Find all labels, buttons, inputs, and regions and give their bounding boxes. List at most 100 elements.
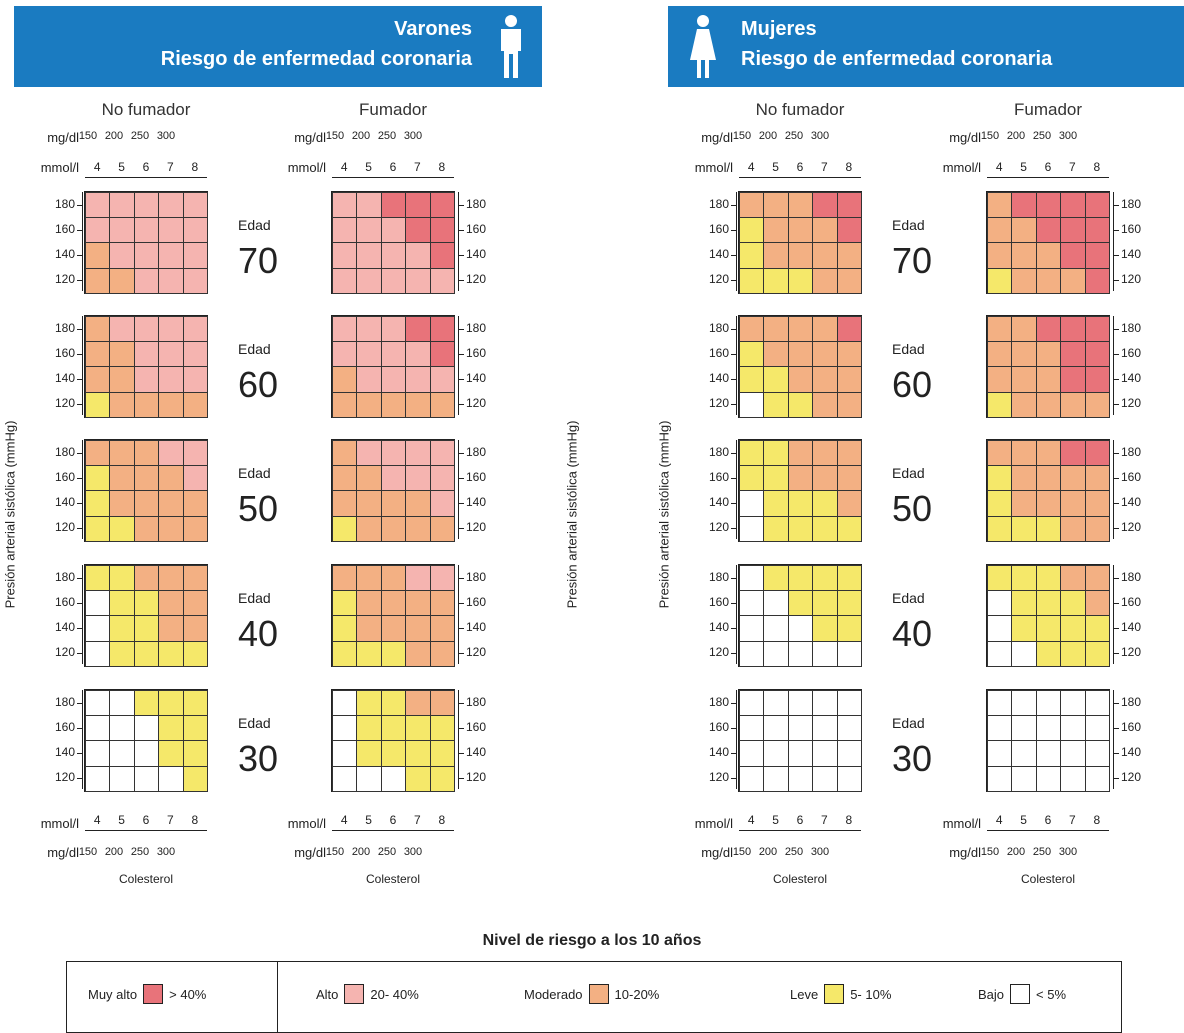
risk-cell <box>380 690 407 717</box>
bp-tick-mark <box>1113 577 1119 579</box>
risk-cell <box>812 440 838 467</box>
bp-axis-line <box>736 316 737 415</box>
risk-cell <box>836 465 862 492</box>
age-number: 50 <box>238 488 279 529</box>
risk-cell <box>109 715 135 742</box>
risk-cell <box>356 590 382 617</box>
risk-cell <box>1035 217 1062 244</box>
bp-tick-mark <box>731 229 737 231</box>
mmol-tick-label: 7 <box>821 813 828 827</box>
bp-tick-mark <box>77 503 83 504</box>
mmol-unit-label: mmol/l <box>287 160 326 175</box>
age-word: Edad <box>238 715 271 731</box>
bp-tick-mark <box>77 727 83 729</box>
risk-cell <box>380 440 407 467</box>
mgdl-unit-label: mg/dl <box>949 845 981 860</box>
bp-axis-line <box>82 565 83 664</box>
mgdl-tick-label: 150 <box>78 846 98 858</box>
risk-cell <box>1011 515 1037 542</box>
risk-cell <box>1084 690 1110 717</box>
bp-tick-mark <box>731 727 737 729</box>
risk-cell <box>763 640 789 667</box>
bp-tick-label: 120 <box>466 520 487 535</box>
risk-cell <box>1011 715 1037 742</box>
top-axis-line <box>987 177 1109 178</box>
risk-cell <box>1084 192 1110 219</box>
risk-cell <box>429 715 455 742</box>
risk-cell <box>332 316 358 343</box>
mgdl-tick-label: 150 <box>325 846 345 858</box>
risk-cell <box>380 267 407 294</box>
risk-cell <box>763 440 789 467</box>
risk-cell <box>332 765 358 792</box>
risk-cell <box>158 640 184 667</box>
mgdl-tick-label: 300 <box>156 846 176 858</box>
legend-item: Alto 20- 40% <box>316 984 419 1004</box>
risk-cell <box>763 316 789 343</box>
risk-cell <box>332 715 358 742</box>
mgdl-tick-label: 250 <box>130 846 150 858</box>
bp-tick-label: 160 <box>1121 221 1142 236</box>
risk-cell <box>109 192 135 219</box>
mgdl-tick-label: 150 <box>980 130 1000 142</box>
bp-tick-label: 120 <box>708 770 729 785</box>
bp-tick-label: 160 <box>708 345 729 360</box>
mgdl-tick-label: 250 <box>784 846 804 858</box>
risk-cell <box>356 490 382 517</box>
bp-tick-label: 140 <box>708 371 729 385</box>
risk-cell <box>739 242 765 269</box>
men-banner: Varones Riesgo de enfermedad coronaria <box>14 6 542 87</box>
risk-cell <box>380 565 407 592</box>
risk-cell <box>182 490 208 517</box>
age-word: Edad <box>238 341 271 357</box>
bottom-axis-line <box>332 830 454 831</box>
risk-cell <box>109 267 135 294</box>
mgdl-tick-label: 200 <box>104 130 124 142</box>
risk-cell <box>812 192 838 219</box>
mmol-tick-label: 5 <box>1020 813 1027 827</box>
risk-cell <box>158 366 184 393</box>
age-number: 40 <box>238 613 279 654</box>
risk-cell <box>1084 440 1110 467</box>
bp-axis-line <box>1113 192 1114 291</box>
risk-cell <box>133 640 160 667</box>
bp-tick-label: 180 <box>54 320 75 335</box>
bp-tick-label: 180 <box>466 569 487 584</box>
risk-cell <box>739 640 765 667</box>
bp-tick-label: 160 <box>708 719 729 734</box>
mmol-tick-label: 6 <box>142 813 150 827</box>
bp-tick-mark <box>77 628 83 629</box>
risk-cell <box>380 391 407 418</box>
age-word: Edad <box>238 590 271 606</box>
bp-tick-label: 140 <box>708 745 729 759</box>
risk-cell <box>812 715 838 742</box>
risk-cell <box>1011 590 1037 617</box>
age-number: 50 <box>892 488 933 529</box>
nonsmoker-header: No fumador <box>101 100 191 119</box>
risk-cell <box>987 565 1013 592</box>
bp-axis-line <box>1113 690 1114 789</box>
bp-tick-mark <box>458 379 464 380</box>
female-figure-icon <box>690 15 716 78</box>
age-word: Edad <box>892 217 925 233</box>
bp-tick-label: 120 <box>54 272 75 287</box>
bp-axis-line <box>736 690 737 789</box>
bp-tick-label: 120 <box>708 520 729 535</box>
bp-tick-mark <box>1113 477 1119 479</box>
risk-cell <box>1060 316 1086 343</box>
risk-cell <box>158 242 184 269</box>
risk-cell <box>332 391 358 418</box>
risk-cell <box>836 565 862 592</box>
mmol-tick-label: 8 <box>845 160 853 174</box>
risk-cell <box>182 465 208 492</box>
bp-tick-mark <box>458 503 464 504</box>
bp-tick-label: 160 <box>1121 594 1142 609</box>
risk-cell <box>332 490 358 517</box>
risk-cell <box>763 715 789 742</box>
legend-range: < 5% <box>1036 986 1067 1002</box>
risk-cell <box>429 490 455 517</box>
bp-tick-mark <box>731 577 737 579</box>
risk-cell <box>1035 316 1062 343</box>
risk-cell <box>987 490 1013 517</box>
risk-cell <box>133 490 160 517</box>
